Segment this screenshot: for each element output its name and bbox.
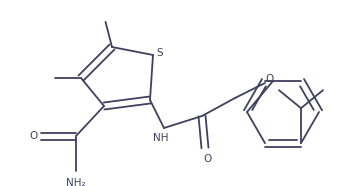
Text: NH₂: NH₂	[66, 178, 86, 186]
Text: O: O	[265, 74, 273, 84]
Text: NH: NH	[153, 133, 169, 143]
Text: O: O	[29, 131, 37, 141]
Text: O: O	[204, 154, 212, 164]
Text: S: S	[157, 48, 163, 58]
